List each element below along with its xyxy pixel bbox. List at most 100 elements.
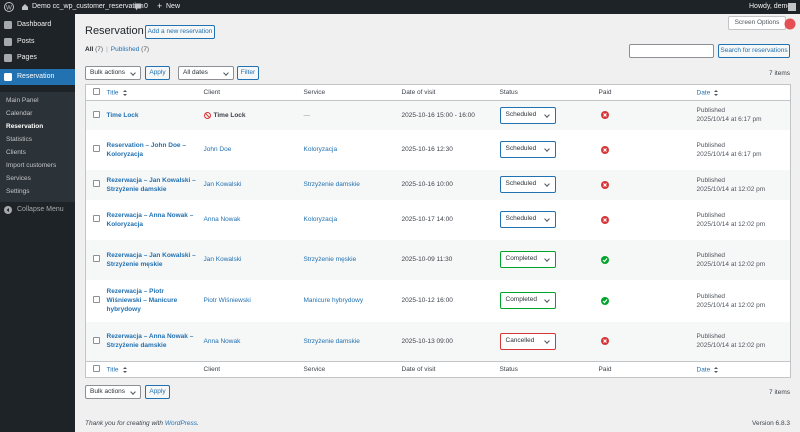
- client-name[interactable]: Piotr Wiśniewski: [203, 297, 251, 304]
- svg-text:W: W: [6, 6, 12, 12]
- client-name[interactable]: Jan Kowalski: [203, 256, 242, 263]
- collapse-menu[interactable]: Collapse Menu: [0, 202, 75, 218]
- unpaid-icon: [600, 111, 609, 120]
- sort-icon: [714, 366, 719, 373]
- reservation-title[interactable]: Rezerwacja – Jan Kowalski – Strzyżenie m…: [106, 251, 196, 268]
- status-select[interactable]: Completed: [499, 292, 556, 309]
- date-cell: Published 2025/10/14 at 12:02 pm: [694, 200, 791, 240]
- title-cell: Rezerwacja – Jan Kowalski – Strzyżenie m…: [104, 240, 201, 280]
- client-cell: Piotr Wiśniewski: [201, 280, 301, 322]
- menu-item[interactable]: Reservation: [0, 69, 75, 85]
- menu-item[interactable]: Pages: [0, 50, 75, 66]
- search-button[interactable]: Search for reservations: [718, 44, 790, 58]
- apply-button[interactable]: Apply: [145, 385, 170, 399]
- search-input[interactable]: [629, 44, 714, 58]
- bulk-actions[interactable]: Bulk actions: [85, 66, 141, 80]
- date-filter[interactable]: All dates: [178, 66, 234, 80]
- status-select[interactable]: Scheduled: [499, 211, 556, 228]
- paid-cell: [596, 130, 694, 170]
- submenu-item[interactable]: Statistics: [6, 136, 33, 143]
- column-header: Paid: [595, 84, 694, 101]
- post-state: Published: [696, 333, 726, 341]
- client-name[interactable]: Anna Nowak: [203, 337, 241, 345]
- column-header: Client: [200, 84, 301, 101]
- apply-button[interactable]: Apply: [145, 66, 170, 80]
- title-cell: Rezerwacja – Anna Nowak – Koloryzacja: [104, 200, 201, 240]
- site-name[interactable]: Demo cc_wp_customer_reservation: [32, 3, 144, 10]
- checkbox-cell: [86, 240, 104, 280]
- service[interactable]: Manicure hybrydowy: [303, 297, 364, 304]
- submenu-item[interactable]: Main Panel: [6, 97, 39, 104]
- status-select[interactable]: Cancelled: [499, 332, 556, 350]
- reservation-title[interactable]: Rezerwacja – Piotr Wiśniewski – Manicure…: [106, 288, 178, 313]
- checkbox[interactable]: [93, 88, 100, 95]
- column-label[interactable]: Title: [106, 89, 119, 97]
- page-title: Reservation: [85, 25, 144, 37]
- menu-item[interactable]: Dashboard: [0, 17, 75, 33]
- add-new-button[interactable]: Add a new reservation: [145, 25, 215, 39]
- view-label[interactable]: All: [85, 46, 94, 53]
- client-cell: Jan Kowalski: [201, 170, 301, 200]
- post-state: Published: [696, 211, 726, 219]
- checkbox[interactable]: [93, 296, 100, 303]
- submenu-item[interactable]: Settings: [6, 188, 30, 195]
- reservation-row: Rezerwacja – Jan Kowalski – Strzyżenie m…: [85, 239, 791, 280]
- unpaid-icon: [600, 145, 609, 154]
- service[interactable]: Koloryzacja: [303, 216, 338, 223]
- submenu-item[interactable]: Clients: [6, 149, 26, 156]
- checkbox[interactable]: [93, 365, 100, 372]
- service[interactable]: Strzyżenie damskie: [303, 337, 360, 345]
- reservation-row: Rezerwacja – Jan Kowalski – Strzyżenie d…: [85, 169, 791, 200]
- view-label[interactable]: Published: [110, 46, 140, 53]
- status-select[interactable]: Completed: [499, 251, 556, 268]
- status-select[interactable]: Scheduled: [499, 106, 556, 124]
- wordpress-link[interactable]: WordPress: [164, 420, 198, 427]
- screen-options[interactable]: Screen Options: [728, 16, 786, 30]
- client-name[interactable]: John Doe: [203, 146, 232, 153]
- service[interactable]: Strzyżenie męskie: [303, 256, 357, 263]
- bulk-actions[interactable]: Bulk actions: [85, 385, 141, 399]
- checkbox[interactable]: [93, 255, 100, 262]
- submenu-item[interactable]: Calendar: [6, 110, 33, 117]
- client-name[interactable]: Anna Nowak: [203, 216, 241, 223]
- reservation-title[interactable]: Reservation – John Doe – Koloryzacja: [106, 141, 186, 158]
- reservation-title[interactable]: Rezerwacja – Jan Kowalski – Strzyżenie d…: [106, 176, 196, 193]
- service[interactable]: Strzyżenie damskie: [303, 181, 360, 188]
- column-label[interactable]: Date: [696, 89, 711, 97]
- column-header: Service: [300, 84, 399, 101]
- new-link[interactable]: New: [166, 3, 181, 10]
- footer-row: Title Client Service Date of visit Status Pai…: [85, 361, 791, 378]
- column-label[interactable]: Date: [696, 366, 711, 374]
- column-header: Service: [300, 361, 399, 378]
- checkbox[interactable]: [93, 180, 100, 187]
- visit-date: 2025-10-16 15:00 - 16:00: [401, 111, 475, 119]
- menu-item[interactable]: Posts: [0, 34, 75, 50]
- separator: |: [106, 46, 108, 53]
- wp-logo[interactable]: W: [4, 2, 14, 12]
- status-cell: Completed: [497, 280, 596, 322]
- submenu-item[interactable]: Import customers: [6, 162, 57, 169]
- checkbox[interactable]: [93, 110, 100, 118]
- checkbox[interactable]: [93, 336, 100, 344]
- reservation-title[interactable]: Rezerwacja – Anna Nowak – Strzyżenie dam…: [106, 333, 194, 350]
- submenu-item[interactable]: Reservation: [6, 123, 44, 130]
- view-count: (7): [95, 46, 104, 53]
- greeting[interactable]: Howdy, demo: [749, 3, 792, 10]
- column-label[interactable]: Title: [106, 366, 119, 374]
- checkbox[interactable]: [93, 145, 100, 152]
- visit-date: 2025-10-12 16:00: [401, 297, 453, 304]
- client-name[interactable]: Jan Kowalski: [203, 181, 242, 188]
- reservation-title[interactable]: Rezerwacja – Anna Nowak – Koloryzacja: [106, 211, 194, 228]
- checkbox[interactable]: [93, 215, 100, 222]
- column-label: Status: [499, 89, 518, 96]
- service[interactable]: Koloryzacja: [303, 146, 338, 153]
- status-select[interactable]: Scheduled: [499, 176, 556, 193]
- reservation-title[interactable]: Time Lock: [106, 111, 139, 119]
- submenu-item[interactable]: Services: [6, 175, 31, 182]
- column-header: Date: [693, 361, 791, 378]
- paid-cell: [596, 200, 694, 240]
- comments-count[interactable]: 0: [144, 3, 148, 10]
- status-select[interactable]: Scheduled: [499, 141, 556, 158]
- filter-button[interactable]: Filter: [237, 66, 259, 80]
